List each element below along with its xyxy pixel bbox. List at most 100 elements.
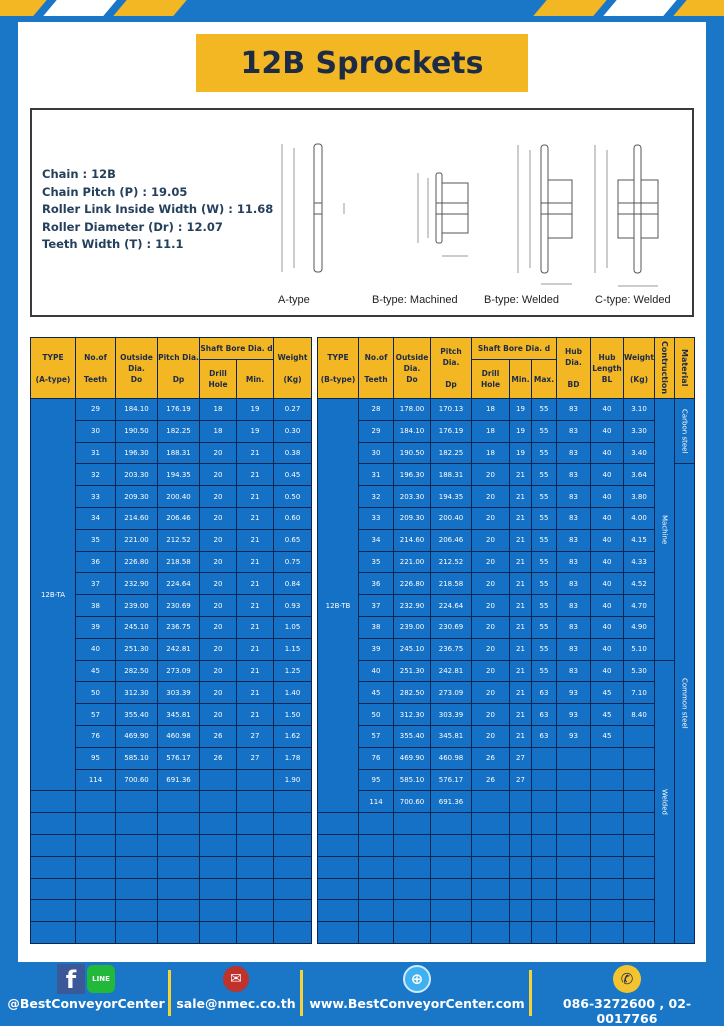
chain-info-box: Chain : 12B Chain Pitch (P) : 19.05 Roll… (30, 108, 694, 317)
cell-outside-dia (393, 899, 431, 923)
table-row: 31 196.30 188.31 20 21 55 83 40 3.64 Common steel (318, 463, 695, 944)
cell-min-bore: 21 (236, 528, 274, 552)
footer-email[interactable]: ✉ sale@nmec.co.th (176, 962, 296, 1024)
email-address[interactable]: sale@nmec.co.th (176, 996, 296, 1011)
cell-min-bore: 21 (236, 703, 274, 726)
cell-hub-length: 40 (590, 615, 624, 639)
empty-type-cell (317, 833, 359, 857)
cell-drill-hole (471, 899, 510, 923)
cell-drill-hole (471, 921, 510, 944)
cell-teeth: 37 (75, 572, 116, 596)
a-type-drawing (281, 143, 345, 273)
footer-website[interactable]: ⊕ www.BestConveyorCenter.com (308, 962, 526, 1024)
cell-pitch-dia: 224.64 (157, 572, 200, 596)
cell-teeth: 31 (358, 463, 394, 487)
cell-min-bore: 21 (509, 528, 532, 552)
phone-numbers[interactable]: 086-3272600 , 02-0017766 (562, 996, 692, 1026)
empty-type-cell (30, 855, 76, 879)
table-row: 12B-TA 29 184.10 176.19 18 19 0.27 (30, 397, 312, 792)
cell-teeth (358, 877, 394, 901)
cell-outside-dia: 312.30 (115, 681, 158, 705)
a-type-table: TYPE (A-type) No.of Teeth Outside Dia. Do Pi… (30, 337, 312, 944)
cell-outside-dia: 203.30 (115, 463, 158, 487)
cell-weight: 0.50 (273, 485, 312, 508)
header-teeth: No.of Teeth (75, 337, 116, 399)
line-icon[interactable]: LINE (87, 965, 115, 993)
cell-teeth: 34 (75, 506, 116, 530)
cell-pitch-dia: 182.25 (157, 419, 200, 443)
cell-weight: 4.52 (623, 572, 655, 596)
cell-pitch-dia: 194.35 (430, 485, 472, 508)
cell-drill-hole: 20 (471, 724, 510, 748)
cell-min-bore: 21 (236, 572, 274, 596)
cell-outside-dia: 585.10 (115, 746, 158, 770)
cell-pitch-dia: 212.52 (157, 528, 200, 552)
cell-drill-hole: 20 (199, 594, 237, 617)
footer-phone[interactable]: ✆ 086-3272600 , 02-0017766 (536, 962, 718, 1026)
cell-min-bore: 21 (236, 637, 274, 661)
cell-pitch-dia: 206.46 (430, 528, 472, 552)
cell-hub-length: 45 (590, 681, 624, 705)
spec-chain: Chain : 12B (42, 167, 116, 181)
cell-teeth: 114 (75, 768, 116, 792)
cell-teeth: 33 (358, 506, 394, 530)
table-row: 114 700.60 691.36 1.90 (31, 768, 312, 792)
footer-social[interactable]: f LINE @BestConveyorCenter (6, 962, 166, 1024)
facebook-icon[interactable]: f (57, 964, 85, 994)
cell-teeth: 33 (75, 485, 116, 508)
table-row: 40 251.30 242.81 20 21 55 83 40 5.30 Welded (318, 659, 695, 944)
cell-weight: 1.15 (273, 637, 312, 661)
cell-teeth: 31 (75, 441, 116, 465)
cell-hub-dia: 93 (556, 724, 591, 748)
cell-outside-dia: 184.10 (393, 419, 431, 443)
cell-outside-dia: 282.50 (115, 659, 158, 683)
cell-outside-dia (115, 899, 158, 923)
cell-min-bore: 27 (236, 724, 274, 748)
cell-max-bore: 55 (531, 659, 557, 683)
cell-hub-length (590, 899, 624, 923)
header-teeth: No.of Teeth (358, 337, 394, 399)
cell-hub-length: 40 (590, 659, 624, 683)
cell-outside-dia: 209.30 (115, 485, 158, 508)
empty-type-cell (317, 855, 359, 879)
cell-outside-dia: 226.80 (115, 550, 158, 574)
website-link[interactable]: www.BestConveyorCenter.com (309, 996, 525, 1011)
cell-min-bore: 21 (236, 594, 274, 617)
cell-pitch-dia: 460.98 (430, 746, 472, 770)
cell-hub-dia: 83 (556, 506, 591, 530)
table-row: 34 214.60 206.46 20 21 55 83 40 4.15 (318, 528, 695, 552)
cell-outside-dia: 190.50 (115, 419, 158, 443)
cell-max-bore: 63 (531, 703, 557, 726)
cell-weight: 7.10 (623, 681, 655, 705)
cell-pitch-dia (157, 812, 200, 835)
cell-min-bore: 21 (236, 506, 274, 530)
cell-teeth: 28 (358, 398, 394, 421)
cell-weight: 0.27 (273, 398, 312, 421)
cell-outside-dia: 282.50 (393, 681, 431, 705)
cell-hub-dia: 83 (556, 419, 591, 443)
cell-weight (623, 768, 655, 792)
cell-min-bore: 19 (236, 419, 274, 443)
cell-weight (623, 746, 655, 770)
table-row (30, 790, 312, 814)
table-row (317, 855, 695, 879)
table-row (30, 855, 312, 879)
cell-min-bore (509, 855, 532, 879)
table-row (317, 877, 695, 901)
cell-hub-dia: 83 (556, 485, 591, 508)
cell-teeth: 29 (75, 398, 116, 421)
cell-outside-dia (115, 790, 158, 814)
cell-drill-hole (199, 855, 237, 879)
cell-hub-dia (556, 833, 591, 857)
cell-outside-dia: 312.30 (393, 703, 431, 726)
cell-min-bore: 27 (509, 746, 532, 770)
cell-drill-hole: 20 (471, 681, 510, 705)
cell-weight: 5.30 (623, 659, 655, 683)
globe-icon: ⊕ (403, 965, 431, 993)
cell-teeth (358, 899, 394, 923)
table-row: 35 221.00 212.52 20 21 55 83 40 4.33 (318, 550, 695, 574)
header-pitch-dia: Pitch Dia. Dp (430, 337, 472, 399)
cell-min-bore: 19 (509, 441, 532, 465)
cell-max-bore: 55 (531, 506, 557, 530)
cell-drill-hole: 20 (471, 637, 510, 661)
